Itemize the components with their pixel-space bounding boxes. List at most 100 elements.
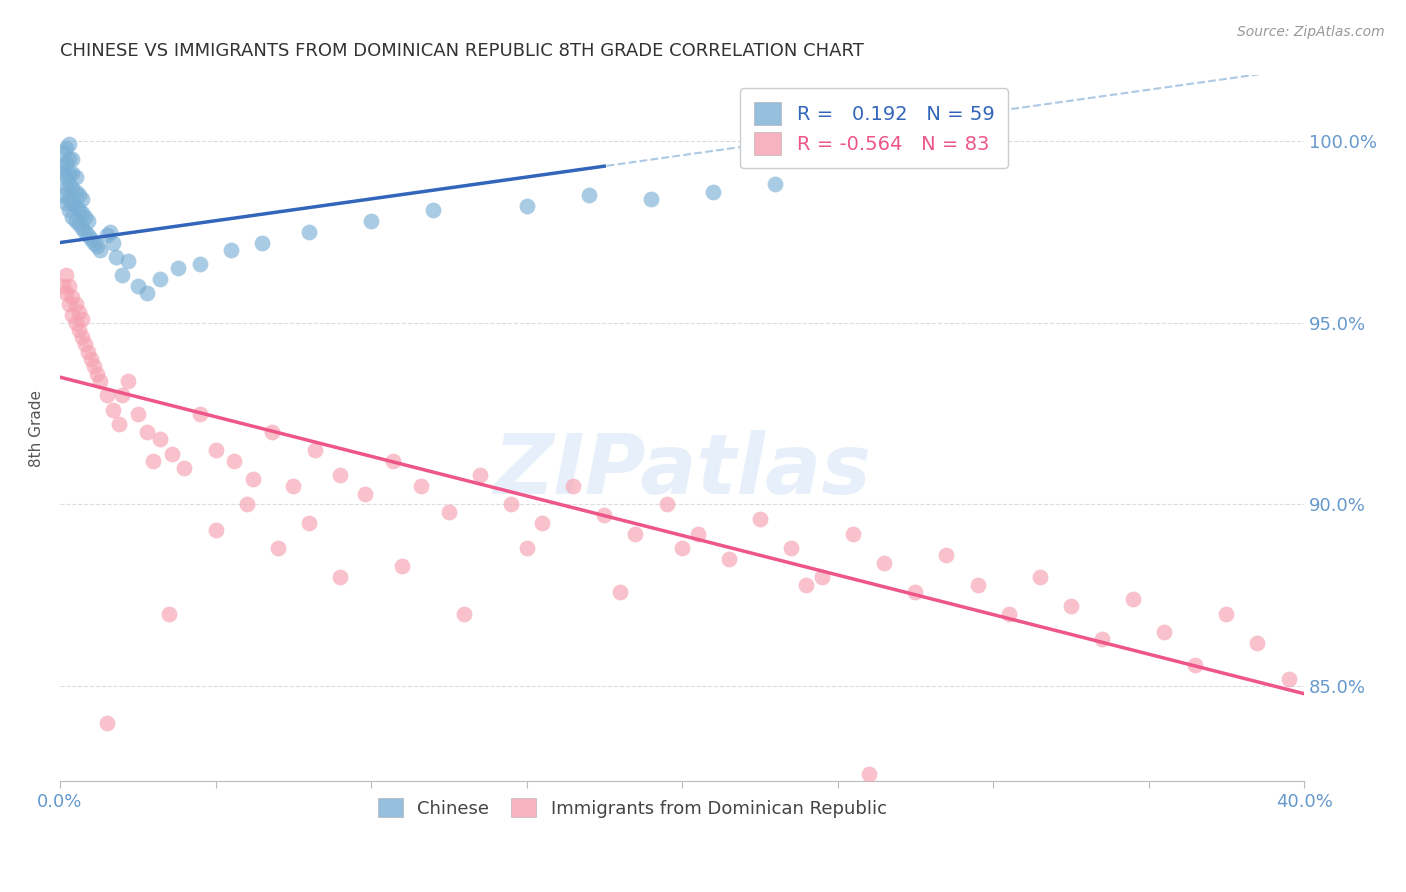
Point <box>101 235 124 250</box>
Point <box>655 498 678 512</box>
Point <box>86 239 108 253</box>
Point <box>65 297 87 311</box>
Point <box>260 425 283 439</box>
Point <box>966 577 988 591</box>
Point <box>578 188 600 202</box>
Point <box>811 570 834 584</box>
Point <box>1215 607 1237 621</box>
Point <box>224 454 246 468</box>
Point <box>58 279 80 293</box>
Point <box>381 454 404 468</box>
Point <box>62 166 84 180</box>
Point <box>96 228 118 243</box>
Point <box>96 388 118 402</box>
Point <box>391 559 413 574</box>
Point <box>62 195 84 210</box>
Point <box>531 516 554 530</box>
Point <box>997 607 1019 621</box>
Point <box>70 206 93 220</box>
Point <box>702 185 724 199</box>
Point <box>516 199 538 213</box>
Text: ZIPatlas: ZIPatlas <box>494 430 870 511</box>
Point <box>671 541 693 556</box>
Point <box>624 526 647 541</box>
Point <box>67 218 90 232</box>
Point <box>360 213 382 227</box>
Point <box>65 213 87 227</box>
Point <box>780 541 803 556</box>
Point <box>242 472 264 486</box>
Point <box>62 152 84 166</box>
Point <box>58 192 80 206</box>
Point <box>1122 592 1144 607</box>
Point <box>117 374 139 388</box>
Point <box>111 268 134 283</box>
Point <box>562 479 585 493</box>
Text: CHINESE VS IMMIGRANTS FROM DOMINICAN REPUBLIC 8TH GRADE CORRELATION CHART: CHINESE VS IMMIGRANTS FROM DOMINICAN REP… <box>60 42 863 60</box>
Point <box>62 308 84 322</box>
Text: Source: ZipAtlas.com: Source: ZipAtlas.com <box>1237 25 1385 39</box>
Point <box>593 508 616 523</box>
Point <box>173 461 195 475</box>
Legend: Chinese, Immigrants from Dominican Republic: Chinese, Immigrants from Dominican Repub… <box>371 791 894 825</box>
Point <box>67 304 90 318</box>
Point <box>1277 672 1299 686</box>
Point <box>52 279 75 293</box>
Point <box>873 556 896 570</box>
Point <box>108 417 131 432</box>
Point <box>111 388 134 402</box>
Point <box>70 221 93 235</box>
Point <box>717 552 740 566</box>
Point <box>67 188 90 202</box>
Point <box>304 442 326 457</box>
Point <box>65 316 87 330</box>
Point <box>62 210 84 224</box>
Point <box>763 178 786 192</box>
Point <box>267 541 290 556</box>
Point <box>157 607 180 621</box>
Point <box>77 228 100 243</box>
Point <box>748 512 770 526</box>
Point <box>105 250 128 264</box>
Point <box>136 425 159 439</box>
Point <box>422 202 444 217</box>
Point <box>77 344 100 359</box>
Point <box>127 279 149 293</box>
Point <box>70 312 93 326</box>
Point <box>55 195 77 210</box>
Point <box>160 446 183 460</box>
Point <box>904 584 927 599</box>
Point <box>89 243 111 257</box>
Point <box>204 523 226 537</box>
Point <box>609 584 631 599</box>
Point <box>136 286 159 301</box>
Point <box>62 181 84 195</box>
Point <box>58 297 80 311</box>
Point <box>1184 657 1206 672</box>
Point <box>283 479 305 493</box>
Point <box>188 257 211 271</box>
Point <box>640 192 662 206</box>
Point <box>298 225 321 239</box>
Point <box>1060 599 1083 614</box>
Point <box>73 210 96 224</box>
Point <box>58 166 80 180</box>
Point <box>499 498 522 512</box>
Point <box>55 155 77 169</box>
Point <box>453 607 475 621</box>
Point <box>96 715 118 730</box>
Point <box>73 225 96 239</box>
Point <box>1028 570 1050 584</box>
Point <box>89 374 111 388</box>
Point <box>468 468 491 483</box>
Point <box>219 243 242 257</box>
Point <box>83 235 105 250</box>
Point <box>858 766 880 780</box>
Point <box>73 337 96 351</box>
Point <box>65 199 87 213</box>
Point <box>437 505 460 519</box>
Point <box>58 152 80 166</box>
Point <box>80 232 103 246</box>
Point <box>52 166 75 180</box>
Point <box>83 359 105 374</box>
